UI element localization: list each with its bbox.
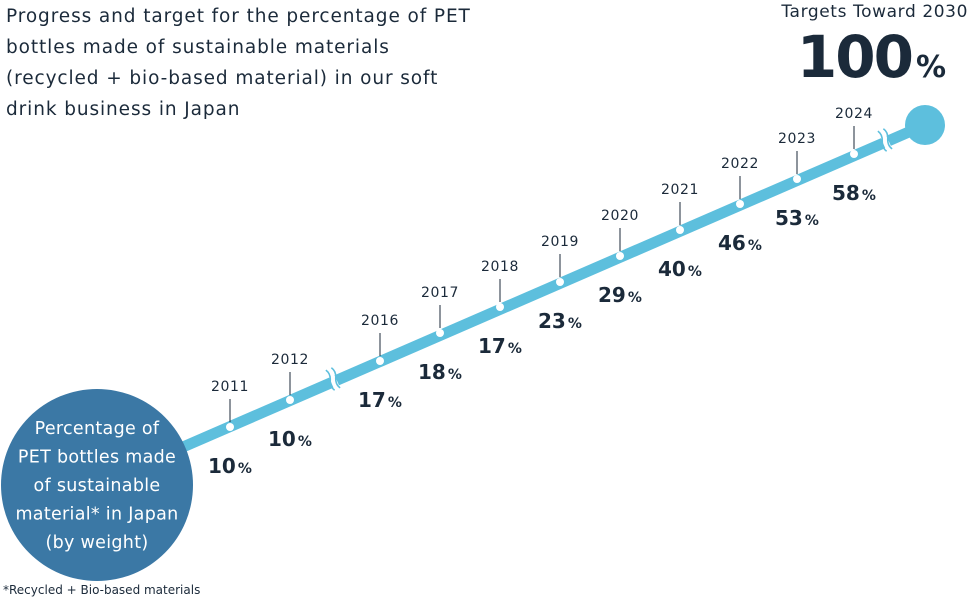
- value-label: 46%: [718, 231, 762, 255]
- label-circle-line: Percentage of: [35, 419, 160, 439]
- year-label: 2016: [361, 313, 399, 329]
- label-circle-text: Percentage of PET bottles made of sustaina…: [15, 419, 178, 553]
- data-point: [286, 396, 294, 404]
- year-label: 2022: [721, 156, 759, 172]
- target-value: 100%: [797, 20, 946, 105]
- year-label: 2012: [271, 352, 309, 368]
- label-circle: [1, 389, 193, 581]
- value-label: 10%: [208, 454, 252, 478]
- year-label: 2017: [421, 285, 459, 301]
- progress-line-group: [180, 105, 945, 453]
- value-label: 53%: [775, 206, 819, 230]
- data-marks-group: 2011 10 % 2012 10 % 2016 17 % 2017 18 % 2018 17 % 2019 2…: [208, 106, 876, 478]
- value-label: 23%: [538, 309, 582, 333]
- year-label: 2021: [661, 182, 699, 198]
- chart-title: Progress and target for the percentage o…: [6, 6, 471, 120]
- data-point: [556, 278, 564, 286]
- data-point: [793, 175, 801, 183]
- label-circle-line: of sustainable: [34, 476, 161, 496]
- year-label: 2024: [835, 106, 873, 122]
- value-label: 29%: [598, 283, 642, 307]
- target-unit: %: [915, 50, 946, 85]
- data-point: [496, 303, 504, 311]
- data-point: [226, 423, 234, 431]
- value-label: 10%: [268, 427, 312, 451]
- label-circle-line: (by weight): [46, 533, 149, 553]
- label-circle-line: material* in Japan: [15, 505, 178, 525]
- data-point: [736, 200, 744, 208]
- year-label: 2019: [541, 234, 579, 250]
- year-label: 2020: [601, 208, 639, 224]
- year-label: 2018: [481, 259, 519, 275]
- value-label: 17%: [478, 334, 522, 358]
- data-point: [376, 357, 384, 365]
- data-point: [616, 252, 624, 260]
- value-label: 58%: [832, 181, 876, 205]
- axis-break-mark: [877, 128, 893, 152]
- target-number: 100: [796, 23, 914, 91]
- footnote: *Recycled + Bio-based materials: [3, 583, 201, 597]
- value-label: 18%: [418, 360, 462, 384]
- label-circle-line: PET bottles made: [18, 448, 176, 468]
- target-dot: [905, 105, 945, 145]
- data-point: [850, 150, 858, 158]
- axis-break-mark: [325, 367, 341, 391]
- value-label: 40%: [658, 257, 702, 281]
- progress-line: [180, 119, 928, 453]
- target-label: Targets Toward 2030: [781, 2, 968, 22]
- value-label: 17%: [358, 388, 402, 412]
- data-point: [676, 226, 684, 234]
- data-point: [436, 329, 444, 337]
- label-circle-group: Percentage of PET bottles made of sustaina…: [1, 389, 193, 581]
- year-label: 2011: [211, 379, 249, 395]
- year-label: 2023: [778, 131, 816, 147]
